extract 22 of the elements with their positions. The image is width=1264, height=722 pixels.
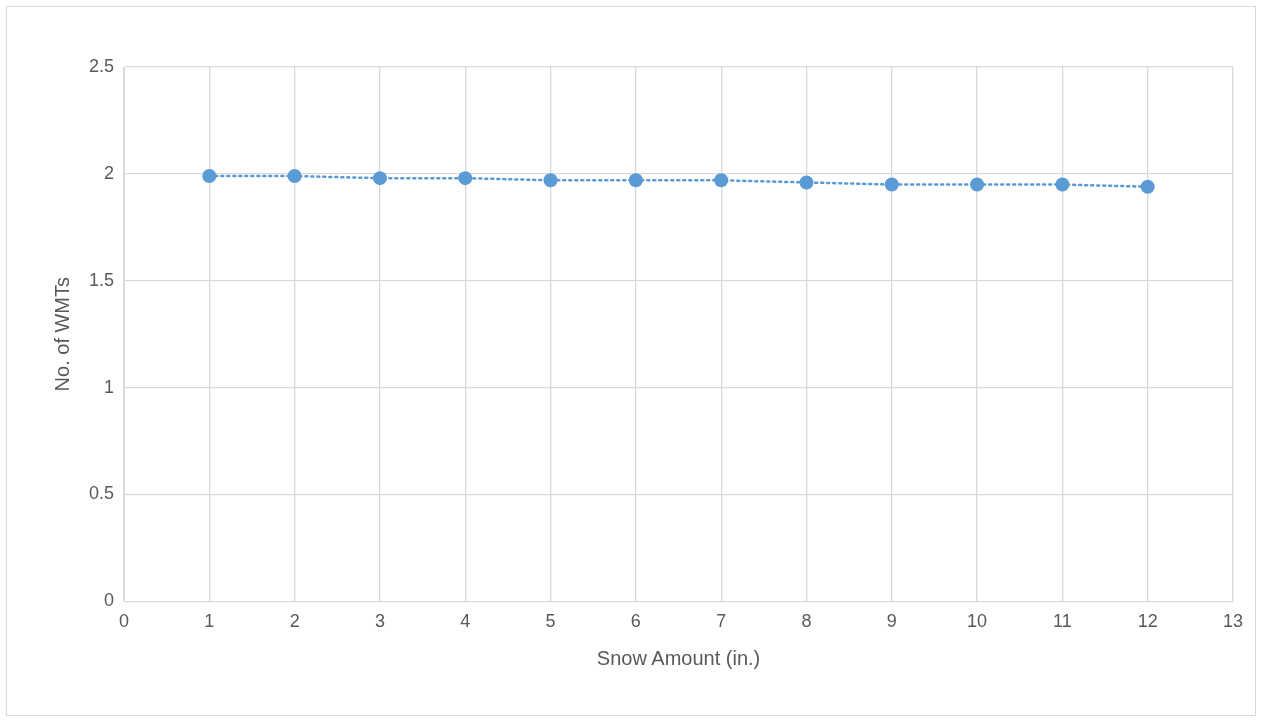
x-tick-label: 4 — [460, 611, 471, 632]
x-tick-label: 2 — [289, 611, 300, 632]
y-tick-label: 0.5 — [88, 483, 115, 504]
x-tick-label: 0 — [119, 611, 130, 632]
x-tick-label: 13 — [1222, 611, 1244, 632]
x-tick-label: 3 — [374, 611, 385, 632]
y-tick-label: 0 — [104, 590, 115, 611]
x-tick-label: 1 — [204, 611, 215, 632]
x-tick-label: 6 — [630, 611, 641, 632]
y-axis-title: No. of WMTs — [50, 276, 73, 392]
x-tick-label: 9 — [886, 611, 897, 632]
x-tick-label: 10 — [967, 611, 988, 632]
y-tick-label: 1 — [104, 376, 115, 397]
y-tick-label: 1.5 — [88, 269, 115, 290]
x-tick-label: 11 — [1053, 611, 1072, 632]
x-tick-label: 5 — [545, 611, 556, 632]
x-axis-title: Snow Amount (in.) — [596, 646, 761, 669]
x-tick-label: 7 — [716, 611, 727, 632]
y-tick-label: 2.5 — [88, 55, 115, 76]
y-tick-label: 2 — [104, 162, 115, 183]
x-tick-label: 8 — [801, 611, 812, 632]
x-tick-label: 12 — [1137, 611, 1158, 632]
